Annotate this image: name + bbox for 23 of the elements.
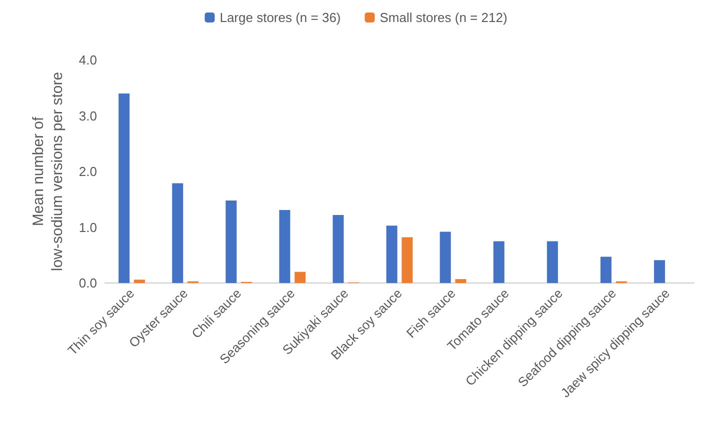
bar: [279, 210, 290, 283]
bar: [118, 93, 130, 283]
y-tick-label: 4.0: [78, 52, 97, 68]
bar: [134, 280, 145, 283]
legend-label: Small stores (n = 212): [380, 10, 508, 25]
bar: [386, 226, 398, 283]
y-tick-label: 2.0: [78, 164, 97, 179]
bar: [402, 237, 413, 283]
bar: [332, 214, 344, 283]
bar: [600, 256, 612, 283]
bar: [493, 241, 504, 283]
y-axis-title: Mean number of low-sodium versions per store: [30, 72, 66, 272]
bar: [654, 260, 666, 283]
bar: [455, 279, 466, 283]
bar: [172, 183, 184, 283]
bar: [226, 200, 237, 283]
bar: [546, 241, 558, 283]
y-tick-label: 1.0: [78, 220, 97, 235]
y-tick-label: 3.0: [78, 108, 97, 124]
legend-label: Large stores (n = 36): [220, 10, 341, 25]
bar: [440, 232, 451, 283]
y-tick-label: 0.0: [78, 276, 97, 290]
bar: [294, 272, 306, 283]
